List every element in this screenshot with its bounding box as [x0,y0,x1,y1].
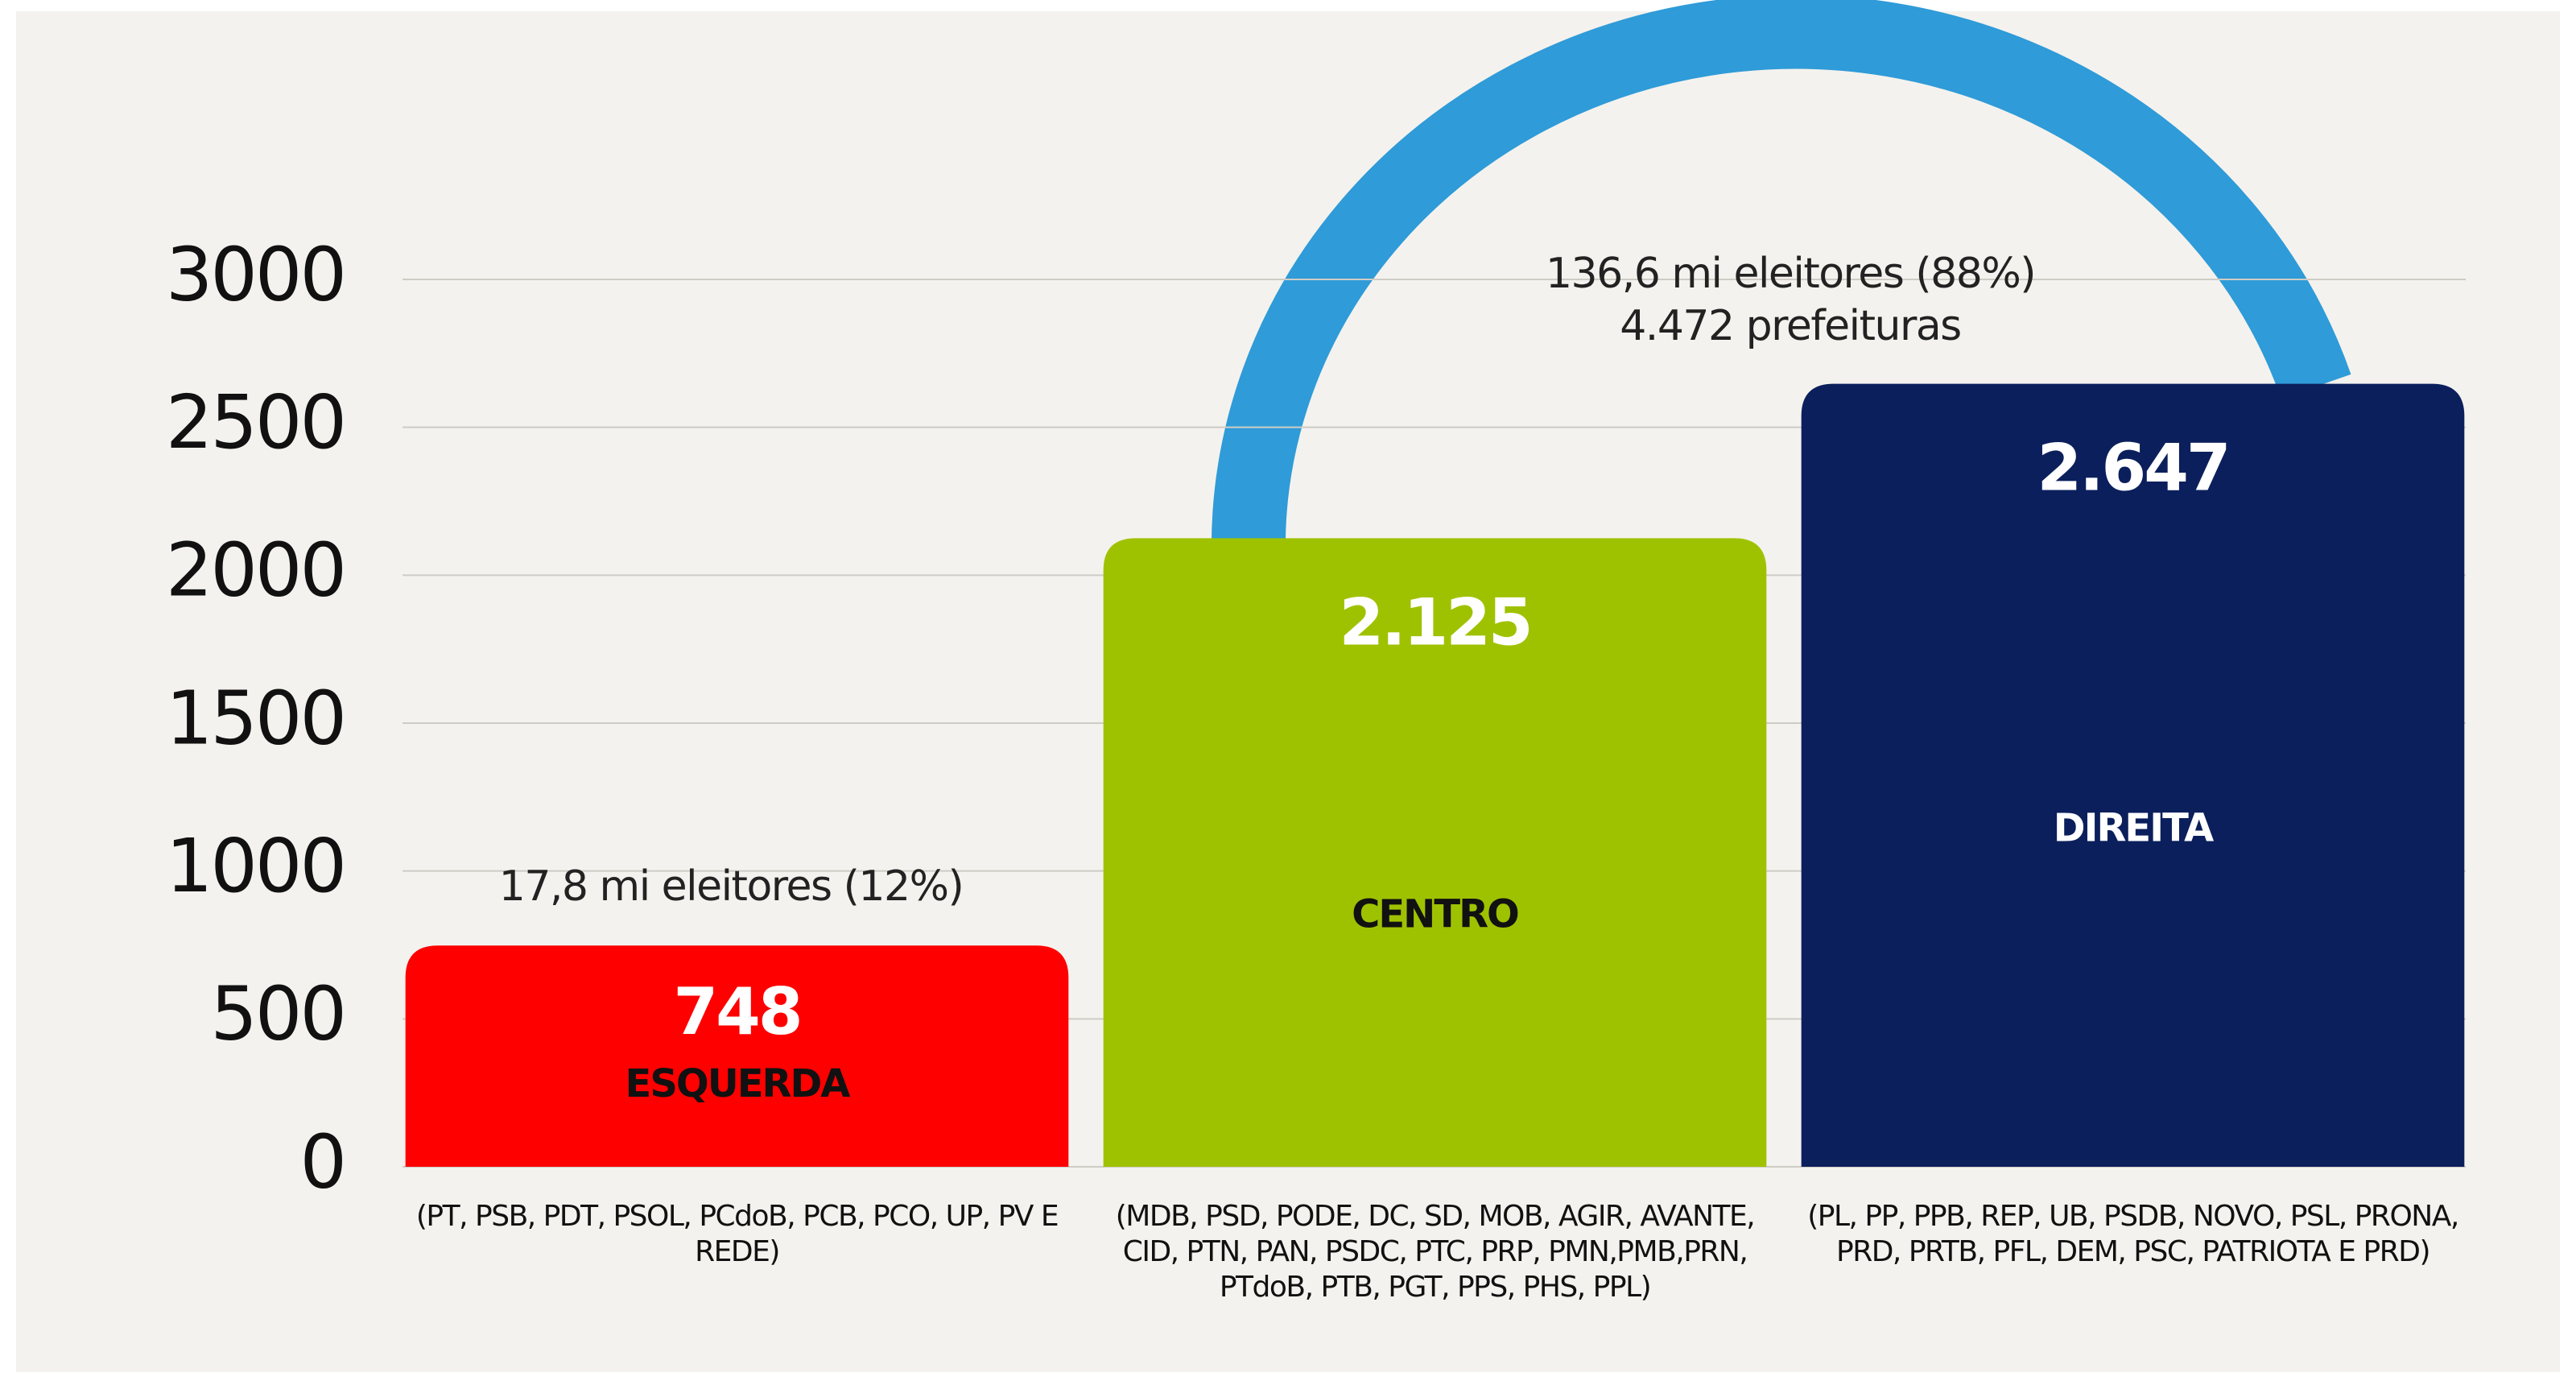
category-detail: (PT, PSB, PDT, PSOL, PCdoB, PCB, PCO, UP… [415,1200,1059,1268]
annotation: 136,6 mi eleitores (88%) [1546,250,2035,298]
value-label: 748 [674,974,801,1049]
annotation: 17,8 mi eleitores (12%) [499,862,964,911]
annotation: 4.472 prefeituras [1620,302,1961,350]
category-label: DIREITA [2054,806,2214,851]
category-label: CENTRO [1352,891,1518,936]
y-tick-label: 3000 [166,231,345,317]
y-tick-label: 500 [210,971,345,1057]
bar [405,945,1069,1167]
category-detail: (PL, PP, PPB, REP, UB, PSDB, NOVO, PSL, … [1807,1200,2459,1268]
bracket-arc [1211,0,2351,556]
y-tick-label: 2000 [166,527,345,614]
category-label: ESQUERDA [625,1061,851,1106]
y-tick-label: 1500 [166,675,345,761]
bars [405,383,2465,1167]
y-tick-label: 2500 [166,379,345,465]
value-label: 2.125 [1339,585,1530,659]
bar [1801,383,2465,1167]
category-detail: (MDB, PSD, PODE, DC, SD, MOB, AGIR, AVAN… [1115,1200,1756,1304]
y-tick-label: 0 [299,1118,345,1205]
bar [1103,538,1767,1167]
y-tick-label: 1000 [166,823,345,909]
value-label: 2.647 [2037,431,2228,506]
